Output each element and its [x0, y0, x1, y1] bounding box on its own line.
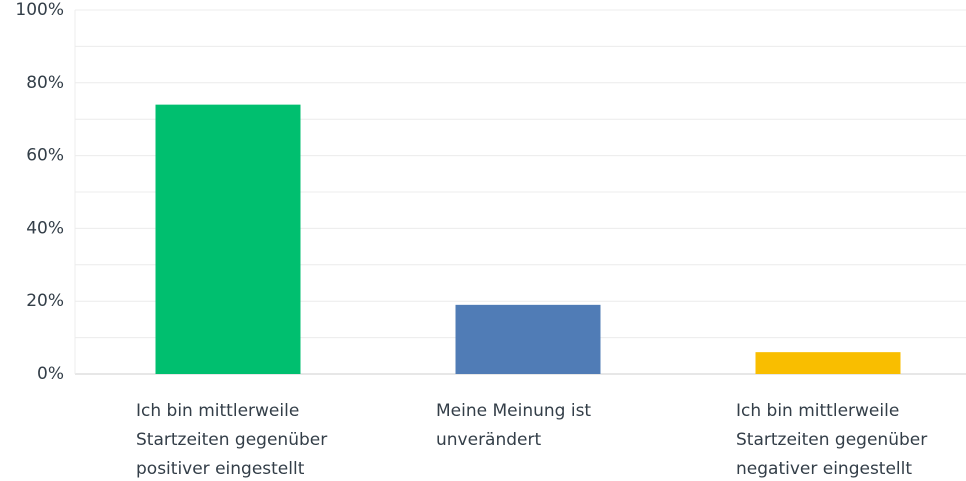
x-tick-label: Ich bin mittlerweile Startzeiten gegenüb…: [736, 401, 928, 479]
y-tick-label: 20%: [26, 291, 64, 311]
y-tick-label: 0%: [37, 364, 64, 384]
y-tick-label: 100%: [15, 0, 64, 20]
bar: [755, 352, 901, 374]
bar: [455, 304, 601, 374]
x-tick-label: Meine Meinung ist unverändert: [436, 401, 592, 450]
y-tick-label: 80%: [26, 73, 64, 93]
y-tick-label: 60%: [26, 146, 64, 166]
x-tick-label: Ich bin mittlerweile Startzeiten gegenüb…: [136, 401, 328, 479]
bar: [155, 104, 301, 374]
y-tick-label: 40%: [26, 218, 64, 238]
